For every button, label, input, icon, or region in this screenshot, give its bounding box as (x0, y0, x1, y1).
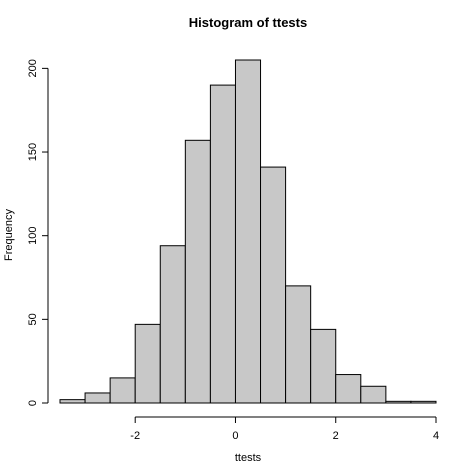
x-axis: -2 0 2 4 (130, 416, 439, 442)
histogram-bar (360, 385, 387, 404)
histogram-bar (209, 84, 236, 404)
chart-title: Histogram of ttests (189, 15, 307, 30)
x-tick-label: 2 (333, 430, 339, 442)
histogram-bar (59, 399, 86, 404)
y-tick-label: 50 (27, 313, 39, 325)
histogram-bar (84, 392, 111, 404)
histogram-bar (260, 166, 287, 404)
bars-group (59, 59, 437, 404)
x-axis-label: ttests (235, 452, 262, 464)
histogram-bar (184, 139, 211, 404)
histogram-bar (159, 245, 186, 404)
histogram-bar (335, 374, 362, 404)
histogram-bar (134, 323, 161, 404)
y-tick-label: 100 (27, 227, 39, 245)
x-tick-label: 4 (433, 430, 439, 442)
histogram-bar (234, 59, 262, 404)
x-tick-label: 0 (232, 430, 238, 442)
histogram-bar (310, 328, 337, 404)
y-tick-label: 150 (27, 143, 39, 161)
y-tick-label: 0 (27, 400, 39, 406)
x-tick-label: -2 (130, 430, 140, 442)
histogram-bar (385, 400, 412, 404)
y-tick-label: 200 (27, 59, 39, 77)
histogram-bar (285, 285, 312, 404)
y-axis: 0 50 100 150 200 (27, 59, 49, 406)
histogram-bar (410, 400, 437, 404)
y-axis-label: Frequency (3, 209, 15, 261)
histogram-bar (109, 377, 136, 404)
